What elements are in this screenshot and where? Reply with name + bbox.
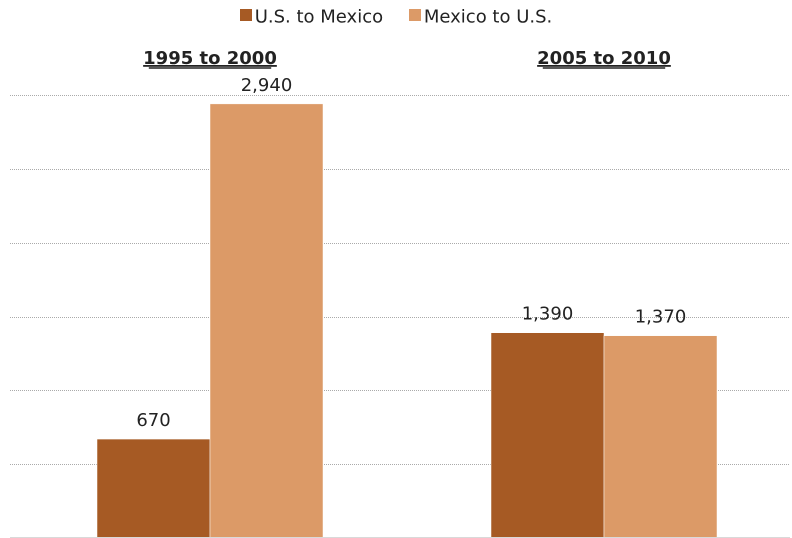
legend-swatch-mexico-to-us xyxy=(408,9,421,22)
bar xyxy=(209,103,324,538)
data-label: 670 xyxy=(136,410,170,431)
legend-item-us-to-mexico: U.S. to Mexico xyxy=(239,6,384,28)
data-label: 2,940 xyxy=(241,75,293,96)
legend-label-mexico-to-us: Mexico to U.S. xyxy=(423,6,553,28)
bar xyxy=(603,335,718,538)
legend-label-us-to-mexico: U.S. to Mexico xyxy=(254,6,384,28)
category-label: 1995 to 2000 xyxy=(143,48,277,69)
legend-swatch-us-to-mexico xyxy=(239,9,252,22)
data-label: 1,390 xyxy=(522,304,574,325)
bar xyxy=(96,438,211,538)
category-label: 2005 to 2010 xyxy=(537,48,671,69)
data-label: 1,370 xyxy=(635,307,687,328)
legend: U.S. to Mexico Mexico to U.S. xyxy=(0,6,792,28)
bar xyxy=(490,332,605,538)
legend-item-mexico-to-us: Mexico to U.S. xyxy=(408,6,553,28)
